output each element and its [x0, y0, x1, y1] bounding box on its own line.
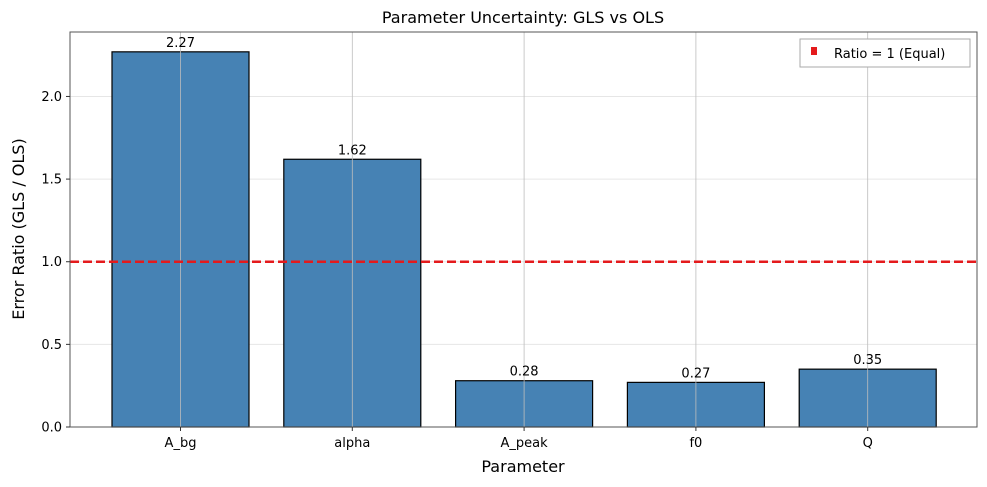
- y-tick-label: 1.5: [41, 173, 62, 188]
- data-label: 2.27: [166, 36, 195, 51]
- y-tick-label: 2.0: [41, 90, 62, 105]
- data-label: 0.27: [681, 366, 710, 381]
- y-axis-label: Error Ratio (GLS / OLS): [9, 138, 28, 319]
- x-axis-label: Parameter: [481, 457, 565, 476]
- x-tick-label: Q: [863, 436, 873, 451]
- plot-frame: [69, 31, 978, 428]
- y-tick-label: 0.0: [41, 421, 62, 436]
- legend-box: [799, 38, 971, 68]
- data-label: 0.35: [853, 353, 882, 368]
- axis-layer: 0.0 0.5 1.0 1.5 2.0 A_bg alpha A_peak f0 Q: [41, 90, 873, 451]
- bars-layer: 2.27 1.62 0.28 0.27 0.35: [111, 32, 937, 428]
- data-label: 0.28: [510, 365, 539, 380]
- legend-label: Ratio = 1 (Equal): [834, 47, 945, 62]
- legend: Ratio = 1 (Equal): [799, 38, 971, 68]
- legend-swatch: [811, 47, 817, 55]
- x-tick-label: A_bg: [165, 436, 197, 451]
- x-tick-label: A_peak: [501, 436, 549, 451]
- chart-title: Parameter Uncertainty: GLS vs OLS: [382, 8, 664, 27]
- y-tick-label: 1.0: [41, 255, 62, 270]
- x-tick-label: f0: [689, 436, 702, 451]
- x-tick-label: alpha: [334, 436, 370, 451]
- data-label: 1.62: [338, 143, 367, 158]
- y-tick-label: 0.5: [41, 338, 62, 353]
